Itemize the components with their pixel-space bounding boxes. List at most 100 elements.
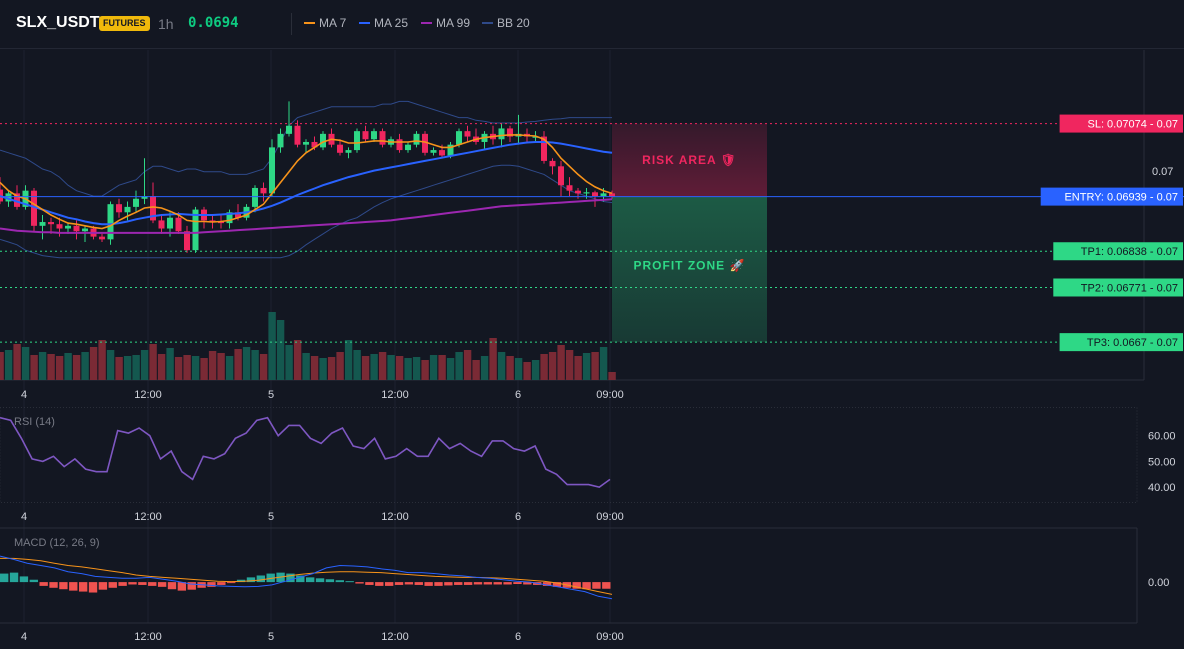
rsi-axis-tick: 50.00: [1148, 456, 1176, 468]
bb-upper-line: [0, 100, 612, 197]
macd-hist-bar: [414, 582, 423, 585]
macd-hist-bar: [542, 582, 552, 586]
macd-hist-bar: [592, 582, 601, 589]
volume-bar: [259, 354, 268, 380]
volume-bar: [574, 356, 582, 380]
candle-body: [269, 147, 275, 194]
macd-hist-bar: [207, 582, 216, 587]
candle-body: [345, 150, 352, 153]
macd-hist-bar: [582, 582, 591, 590]
symbol-title[interactable]: SLX_USDT: [16, 14, 100, 31]
macd-hist-bar: [29, 579, 38, 583]
volume-bar: [55, 356, 64, 380]
main-time-tick: 12:00: [381, 389, 409, 401]
candle-body: [116, 204, 122, 213]
macd-hist-bar: [59, 582, 68, 590]
legend-ma99[interactable]: MA 99: [421, 16, 470, 30]
candle-body: [439, 150, 445, 156]
macd-time-tick: 4: [21, 631, 27, 643]
level-tag-0: [1059, 114, 1183, 133]
macd-hist-bar: [9, 572, 19, 583]
profit-zone-label: PROFIT ZONE 🚀: [634, 258, 746, 272]
macd-hist-bar: [454, 582, 463, 585]
volume-bar: [106, 350, 115, 380]
macd-hist-bar: [315, 578, 325, 583]
candle-body: [82, 228, 88, 232]
volume-bar: [472, 360, 480, 380]
volume-bar: [565, 350, 574, 380]
timeframe-label[interactable]: 1h: [158, 16, 174, 32]
volume-bar: [438, 355, 446, 380]
candle-body: [192, 209, 199, 251]
volume-bar: [13, 344, 21, 380]
macd-axis-tick: 0.00: [1148, 577, 1169, 589]
macd-hist-bar: [187, 582, 196, 590]
volume-bar: [251, 350, 259, 380]
volume-bar: [200, 358, 208, 380]
candle-body: [209, 220, 216, 222]
volume-bar: [81, 352, 89, 380]
macd-hist-bar: [493, 582, 502, 585]
candle-body: [507, 128, 513, 137]
macd-hist-bar: [463, 582, 473, 585]
macd-hist-bar: [167, 582, 177, 590]
volume-bar: [582, 353, 591, 380]
volume-bar: [64, 353, 72, 380]
rsi-pane: RSI (14) 60.00 50.00 40.00: [0, 416, 1176, 494]
volume-bar: [217, 353, 225, 380]
candle-body: [133, 198, 139, 207]
candle-body: [413, 133, 420, 145]
legend-ma25[interactable]: MA 25: [359, 16, 408, 30]
volume-bar: [149, 344, 157, 380]
volume-bar: [89, 347, 98, 380]
macd-hist-bar: [345, 581, 354, 583]
ma7-line: [0, 134, 613, 230]
macd-hist-bar: [286, 573, 295, 583]
pane-separators: [0, 50, 1145, 624]
volume-bar: [395, 356, 404, 380]
candle-body: [541, 136, 547, 161]
candle-body: [48, 222, 54, 225]
candle-body: [405, 144, 411, 151]
candle-body: [498, 128, 505, 140]
candle-body: [286, 125, 292, 134]
candle-body: [235, 212, 241, 218]
legend-ma25-label: MA 25: [374, 16, 409, 30]
macd-title: MACD (12, 26, 9): [14, 537, 100, 549]
volume-bar: [115, 357, 123, 380]
candle-body: [14, 193, 20, 207]
volume-bar: [21, 347, 30, 380]
legend-bb20[interactable]: BB 20: [482, 16, 530, 30]
candle-body: [337, 144, 343, 153]
volume-bar: [608, 372, 616, 380]
main-time-tick: 4: [21, 389, 27, 401]
rsi-axis-tick: 40.00: [1148, 482, 1176, 494]
candle-body: [184, 231, 190, 251]
candle-body: [549, 160, 556, 167]
macd-hist-bar: [78, 582, 88, 592]
volume-bar: [293, 340, 302, 380]
macd-hist-bar: [98, 582, 108, 590]
volume-bar: [378, 352, 387, 380]
candle-body: [167, 217, 173, 229]
legend-ma7[interactable]: MA 7: [304, 16, 346, 30]
volume-bar: [463, 350, 472, 380]
candle-body: [575, 190, 581, 194]
legend-ma99-label: MA 99: [436, 16, 471, 30]
volume-bar: [540, 354, 548, 380]
candle-body: [107, 204, 114, 240]
volume-bar: [599, 347, 608, 380]
price-axis-tick: 0.07: [1152, 166, 1173, 178]
volume-bar: [480, 356, 489, 380]
macd-hist-bar: [444, 582, 453, 586]
candle-body: [226, 212, 233, 224]
volume-bar: [506, 356, 514, 380]
volume-bar: [276, 320, 285, 380]
level-tag-2: [1053, 242, 1183, 261]
macd-hist-bar: [296, 575, 305, 583]
candle-body: [354, 131, 360, 151]
volume-bar: [38, 352, 47, 380]
macd-hist-bar: [148, 582, 157, 586]
volume-bar: [268, 312, 276, 380]
